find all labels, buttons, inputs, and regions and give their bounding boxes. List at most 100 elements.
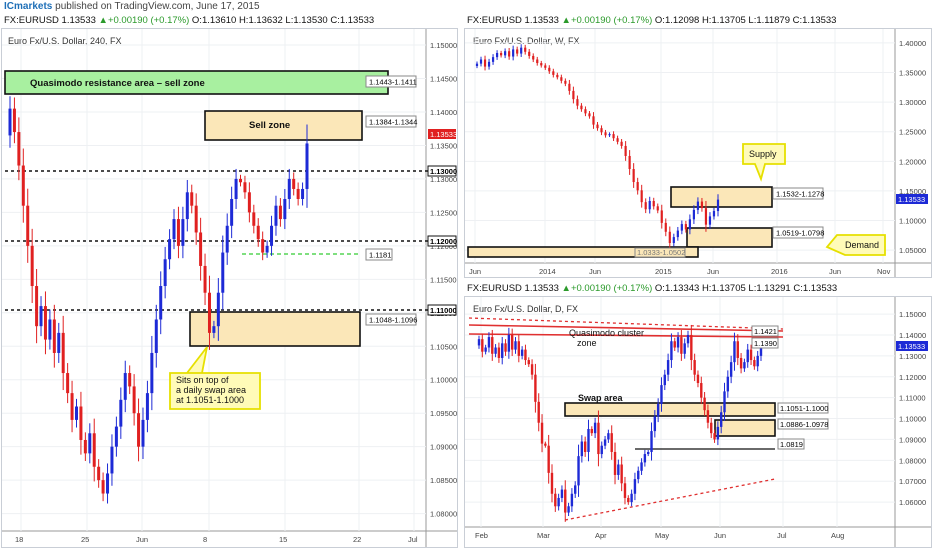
h4-high: H:1.13632 xyxy=(238,15,283,26)
candle-body xyxy=(552,71,555,75)
publisher-brand[interactable]: ICmarkets xyxy=(4,1,53,12)
h4-title: Euro Fx/U.S. Dollar, 240, FX xyxy=(8,36,122,46)
candle-body xyxy=(733,341,736,363)
h4-callout: Sits on top of a daily swap area at 1.1051… xyxy=(169,346,261,410)
candle-body xyxy=(247,192,251,213)
candle-body xyxy=(656,206,659,211)
candle-body xyxy=(479,59,483,64)
weekly-supply-tag: 1.1532-1.1278 xyxy=(776,190,824,199)
candle-body xyxy=(524,349,527,361)
candle-body xyxy=(584,109,587,114)
candle-body xyxy=(640,190,643,203)
y-tick-label: 1.14000 xyxy=(899,331,926,340)
candle-body xyxy=(564,80,567,84)
candle-body xyxy=(270,225,274,246)
h4-price: 1.13533 xyxy=(61,15,96,26)
candle-body xyxy=(491,57,495,62)
weekly-open: O:1.12098 xyxy=(654,15,700,26)
candle-body xyxy=(528,51,531,56)
candle-body xyxy=(534,374,537,402)
candle-body xyxy=(66,373,70,394)
sell-range-tag: 1.1384-1.1344 xyxy=(369,118,417,127)
swap-area-label: Swap area xyxy=(578,393,624,403)
quasimodo-zone-label: Quasimodo resistance area – sell zone xyxy=(30,78,205,89)
y-tick-label: 1.35000 xyxy=(899,69,926,78)
candle-body xyxy=(261,239,265,253)
candle-body xyxy=(620,141,623,146)
candle-body xyxy=(686,334,690,344)
candle-body xyxy=(520,349,524,356)
candle-body xyxy=(640,462,643,471)
daily-chart-panel[interactable]: Euro Fx/U.S. Dollar, D, FX Quasimodo clu… xyxy=(464,296,932,548)
candle-body xyxy=(504,51,507,56)
candle-body xyxy=(475,63,479,67)
candle-body xyxy=(660,385,663,404)
h4-chart[interactable]: Euro Fx/U.S. Dollar, 240, FX Quasimodo r… xyxy=(2,29,457,547)
weekly-supply-zone xyxy=(670,186,773,208)
candle-body xyxy=(736,341,739,358)
weekly-title: Euro Fx/U.S. Dollar, W, FX xyxy=(473,36,580,46)
candle-body xyxy=(292,178,296,189)
daily-tag-swap: 1.1051-1.1000 xyxy=(780,404,828,413)
candle-body xyxy=(568,83,571,91)
h4-header: FX:EURUSD 1.13533 ▲+0.00190 (+0.17%) O:1… xyxy=(4,15,374,27)
candle-body xyxy=(759,344,763,356)
candle-body xyxy=(487,337,491,348)
candle-body xyxy=(700,383,703,398)
candle-body xyxy=(572,90,575,100)
candle-body xyxy=(301,188,305,199)
candle-body xyxy=(487,61,491,67)
y-tick-label: 1.20000 xyxy=(899,157,926,166)
candle-body xyxy=(123,373,127,400)
candle-body xyxy=(239,178,243,183)
x-tick-label: 25 xyxy=(81,535,89,544)
daily-level-tags: 1.1421 1.1390 1.1051-1.1000 1.0886-1.097… xyxy=(751,325,928,450)
candle-body xyxy=(497,347,501,358)
x-tick-label: 8 xyxy=(203,535,207,544)
daily-resistance-line-1390 xyxy=(468,333,784,338)
daily-tag-10819: 1.0819 xyxy=(780,440,803,449)
candle-body xyxy=(132,386,136,414)
weekly-header: FX:EURUSD 1.13533 ▲+0.00190 (+0.17%) O:1… xyxy=(467,15,836,27)
candle-body xyxy=(648,200,651,210)
candle-body xyxy=(688,219,691,230)
candle-body xyxy=(749,349,753,361)
candle-body xyxy=(512,49,515,57)
candle-body xyxy=(547,445,550,473)
candle-body xyxy=(603,439,607,446)
candle-body xyxy=(712,211,716,217)
candle-body xyxy=(101,480,105,494)
y-tick-label: 1.12500 xyxy=(430,208,457,217)
weekly-chart[interactable]: Euro Fx/U.S. Dollar, W, FX 1.40000 1.3500… xyxy=(465,29,931,277)
candle-body xyxy=(61,332,65,374)
candle-body xyxy=(43,306,47,340)
candle-body xyxy=(664,222,667,232)
candle-body xyxy=(110,446,114,474)
weekly-close: C:1.13533 xyxy=(792,15,837,26)
x-tick-label: 2014 xyxy=(539,267,556,276)
candle-body xyxy=(74,406,78,420)
candle-body xyxy=(583,441,587,452)
y-tick-label: 1.08000 xyxy=(899,456,926,465)
y-tick-label: 1.10000 xyxy=(899,217,926,226)
candle-body xyxy=(225,225,229,253)
daily-close: C:1.13533 xyxy=(793,283,838,294)
candle-body xyxy=(650,431,653,452)
weekly-change: ▲+0.00190 (+0.17%) xyxy=(561,15,653,26)
x-tick-label: Jul xyxy=(408,535,418,544)
candle-body xyxy=(719,412,723,427)
weekly-chart-panel[interactable]: Euro Fx/U.S. Dollar, W, FX 1.40000 1.3500… xyxy=(464,28,932,278)
candle-body xyxy=(624,145,627,156)
candle-body xyxy=(26,205,30,246)
daily-low: L:1.13291 xyxy=(748,283,791,294)
candle-body xyxy=(610,433,613,452)
candle-body xyxy=(137,413,141,447)
candle-body xyxy=(119,399,123,427)
daily-chart[interactable]: Euro Fx/U.S. Dollar, D, FX Quasimodo clu… xyxy=(465,297,931,547)
candle-body xyxy=(252,212,256,226)
candle-body xyxy=(703,397,706,411)
daily-open: O:1.13343 xyxy=(654,283,700,294)
swap-callout-label: Sits on top of a daily swap area at 1.1051… xyxy=(176,375,246,405)
h4-chart-panel[interactable]: Euro Fx/U.S. Dollar, 240, FX Quasimodo r… xyxy=(1,28,458,548)
candle-body xyxy=(696,374,700,384)
